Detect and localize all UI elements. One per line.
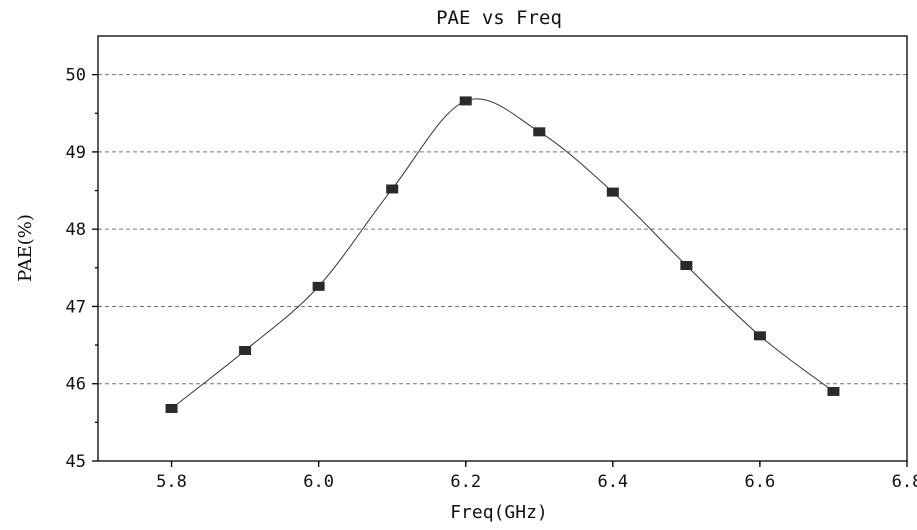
data-point	[680, 261, 693, 270]
data-point	[533, 127, 546, 137]
data-point	[753, 331, 766, 341]
plot-frame	[97, 35, 908, 462]
x-axis-label: Freq(GHz)	[450, 502, 548, 523]
y-tick-label: 50	[66, 66, 86, 86]
data-point	[386, 184, 399, 194]
data-point	[459, 96, 472, 106]
data-point	[165, 403, 178, 413]
y-tick-label: 47	[66, 297, 86, 317]
y-axis-label: PAE(%)	[15, 214, 36, 282]
x-tick-label: 5.8	[156, 472, 187, 492]
x-tick-label: 6.8	[892, 472, 917, 492]
y-tick-label: 45	[66, 452, 86, 472]
y-tick-label: 48	[66, 220, 86, 240]
data-point	[827, 386, 840, 396]
y-tick-label: 46	[66, 375, 86, 395]
data-markers	[165, 96, 840, 413]
data-point	[312, 281, 325, 291]
x-tick-label: 6.0	[303, 472, 334, 492]
data-point	[606, 187, 619, 197]
x-tick-label: 6.6	[745, 472, 776, 492]
chart-title: PAE vs Freq	[436, 7, 562, 29]
y-tick-label: 49	[66, 143, 86, 163]
series-curve	[171, 98, 834, 409]
gridlines	[98, 74, 907, 385]
x-tick-label: 6.4	[597, 472, 628, 492]
data-point	[239, 346, 252, 355]
axis-ticks	[92, 73, 908, 467]
x-tick-label: 6.2	[450, 472, 481, 492]
